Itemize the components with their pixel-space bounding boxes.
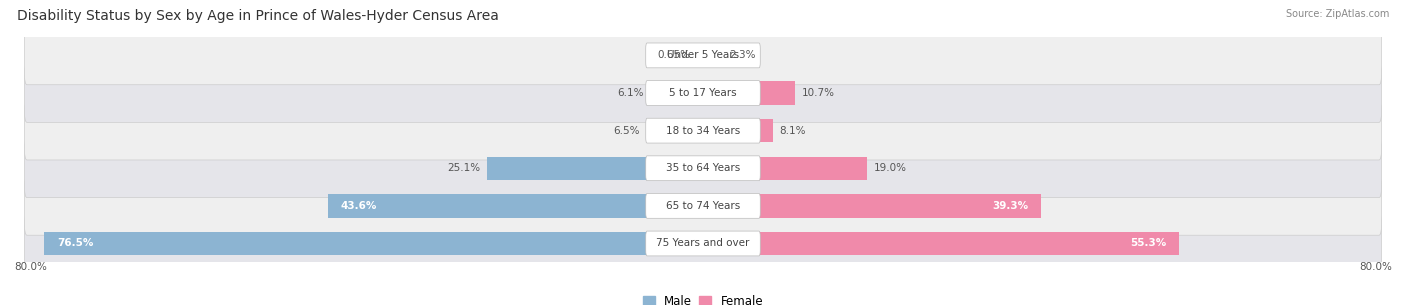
Bar	[328, 194, 703, 217]
Bar	[44, 232, 703, 255]
Bar	[703, 44, 723, 67]
Text: 10.7%: 10.7%	[801, 88, 835, 98]
FancyBboxPatch shape	[645, 193, 761, 218]
Text: 19.0%: 19.0%	[873, 163, 907, 173]
FancyBboxPatch shape	[24, 177, 1382, 235]
FancyBboxPatch shape	[24, 214, 1382, 273]
Text: 75 Years and over: 75 Years and over	[657, 239, 749, 249]
Text: Under 5 Years: Under 5 Years	[666, 50, 740, 60]
Text: 55.3%: 55.3%	[1130, 239, 1167, 249]
Bar	[703, 81, 796, 105]
Bar	[651, 81, 703, 105]
Text: 76.5%: 76.5%	[58, 239, 93, 249]
Text: 2.3%: 2.3%	[730, 50, 756, 60]
Legend: Male, Female: Male, Female	[638, 290, 768, 305]
Text: 6.5%: 6.5%	[613, 126, 640, 136]
FancyBboxPatch shape	[24, 64, 1382, 122]
Text: 5 to 17 Years: 5 to 17 Years	[669, 88, 737, 98]
FancyBboxPatch shape	[24, 26, 1382, 85]
Bar	[703, 194, 1042, 217]
FancyBboxPatch shape	[645, 118, 761, 143]
Bar	[703, 156, 866, 180]
Text: 0.65%: 0.65%	[658, 50, 690, 60]
FancyBboxPatch shape	[645, 231, 761, 256]
Bar	[703, 119, 773, 142]
FancyBboxPatch shape	[645, 81, 761, 106]
Text: Disability Status by Sex by Age in Prince of Wales-Hyder Census Area: Disability Status by Sex by Age in Princ…	[17, 9, 499, 23]
FancyBboxPatch shape	[24, 101, 1382, 160]
Text: 80.0%: 80.0%	[14, 262, 46, 272]
Text: 35 to 64 Years: 35 to 64 Years	[666, 163, 740, 173]
Text: 25.1%: 25.1%	[447, 163, 479, 173]
Bar	[486, 156, 703, 180]
Bar	[703, 232, 1180, 255]
Text: 18 to 34 Years: 18 to 34 Years	[666, 126, 740, 136]
Bar	[697, 44, 703, 67]
Text: 6.1%: 6.1%	[617, 88, 644, 98]
Text: Source: ZipAtlas.com: Source: ZipAtlas.com	[1285, 9, 1389, 19]
FancyBboxPatch shape	[645, 43, 761, 68]
Text: 43.6%: 43.6%	[340, 201, 377, 211]
FancyBboxPatch shape	[24, 139, 1382, 198]
Text: 8.1%: 8.1%	[780, 126, 806, 136]
FancyBboxPatch shape	[645, 156, 761, 181]
Text: 65 to 74 Years: 65 to 74 Years	[666, 201, 740, 211]
Bar	[647, 119, 703, 142]
Text: 39.3%: 39.3%	[993, 201, 1029, 211]
Text: 80.0%: 80.0%	[1360, 262, 1392, 272]
